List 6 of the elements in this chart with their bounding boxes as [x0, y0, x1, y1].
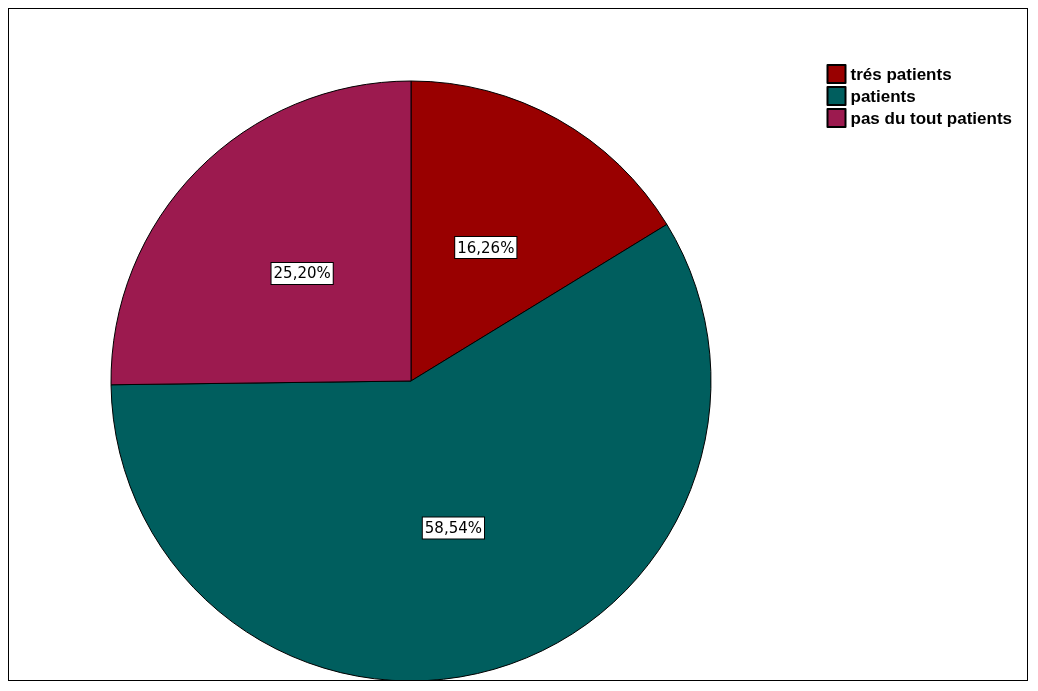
legend-label: patients: [850, 86, 916, 106]
data-label: 16,26%: [457, 238, 515, 257]
data-label: 25,20%: [273, 264, 331, 283]
data-label: 58,54%: [424, 519, 483, 538]
legend-label: pas du tout patients: [850, 108, 1012, 128]
legend-label: trés patients: [850, 64, 952, 84]
